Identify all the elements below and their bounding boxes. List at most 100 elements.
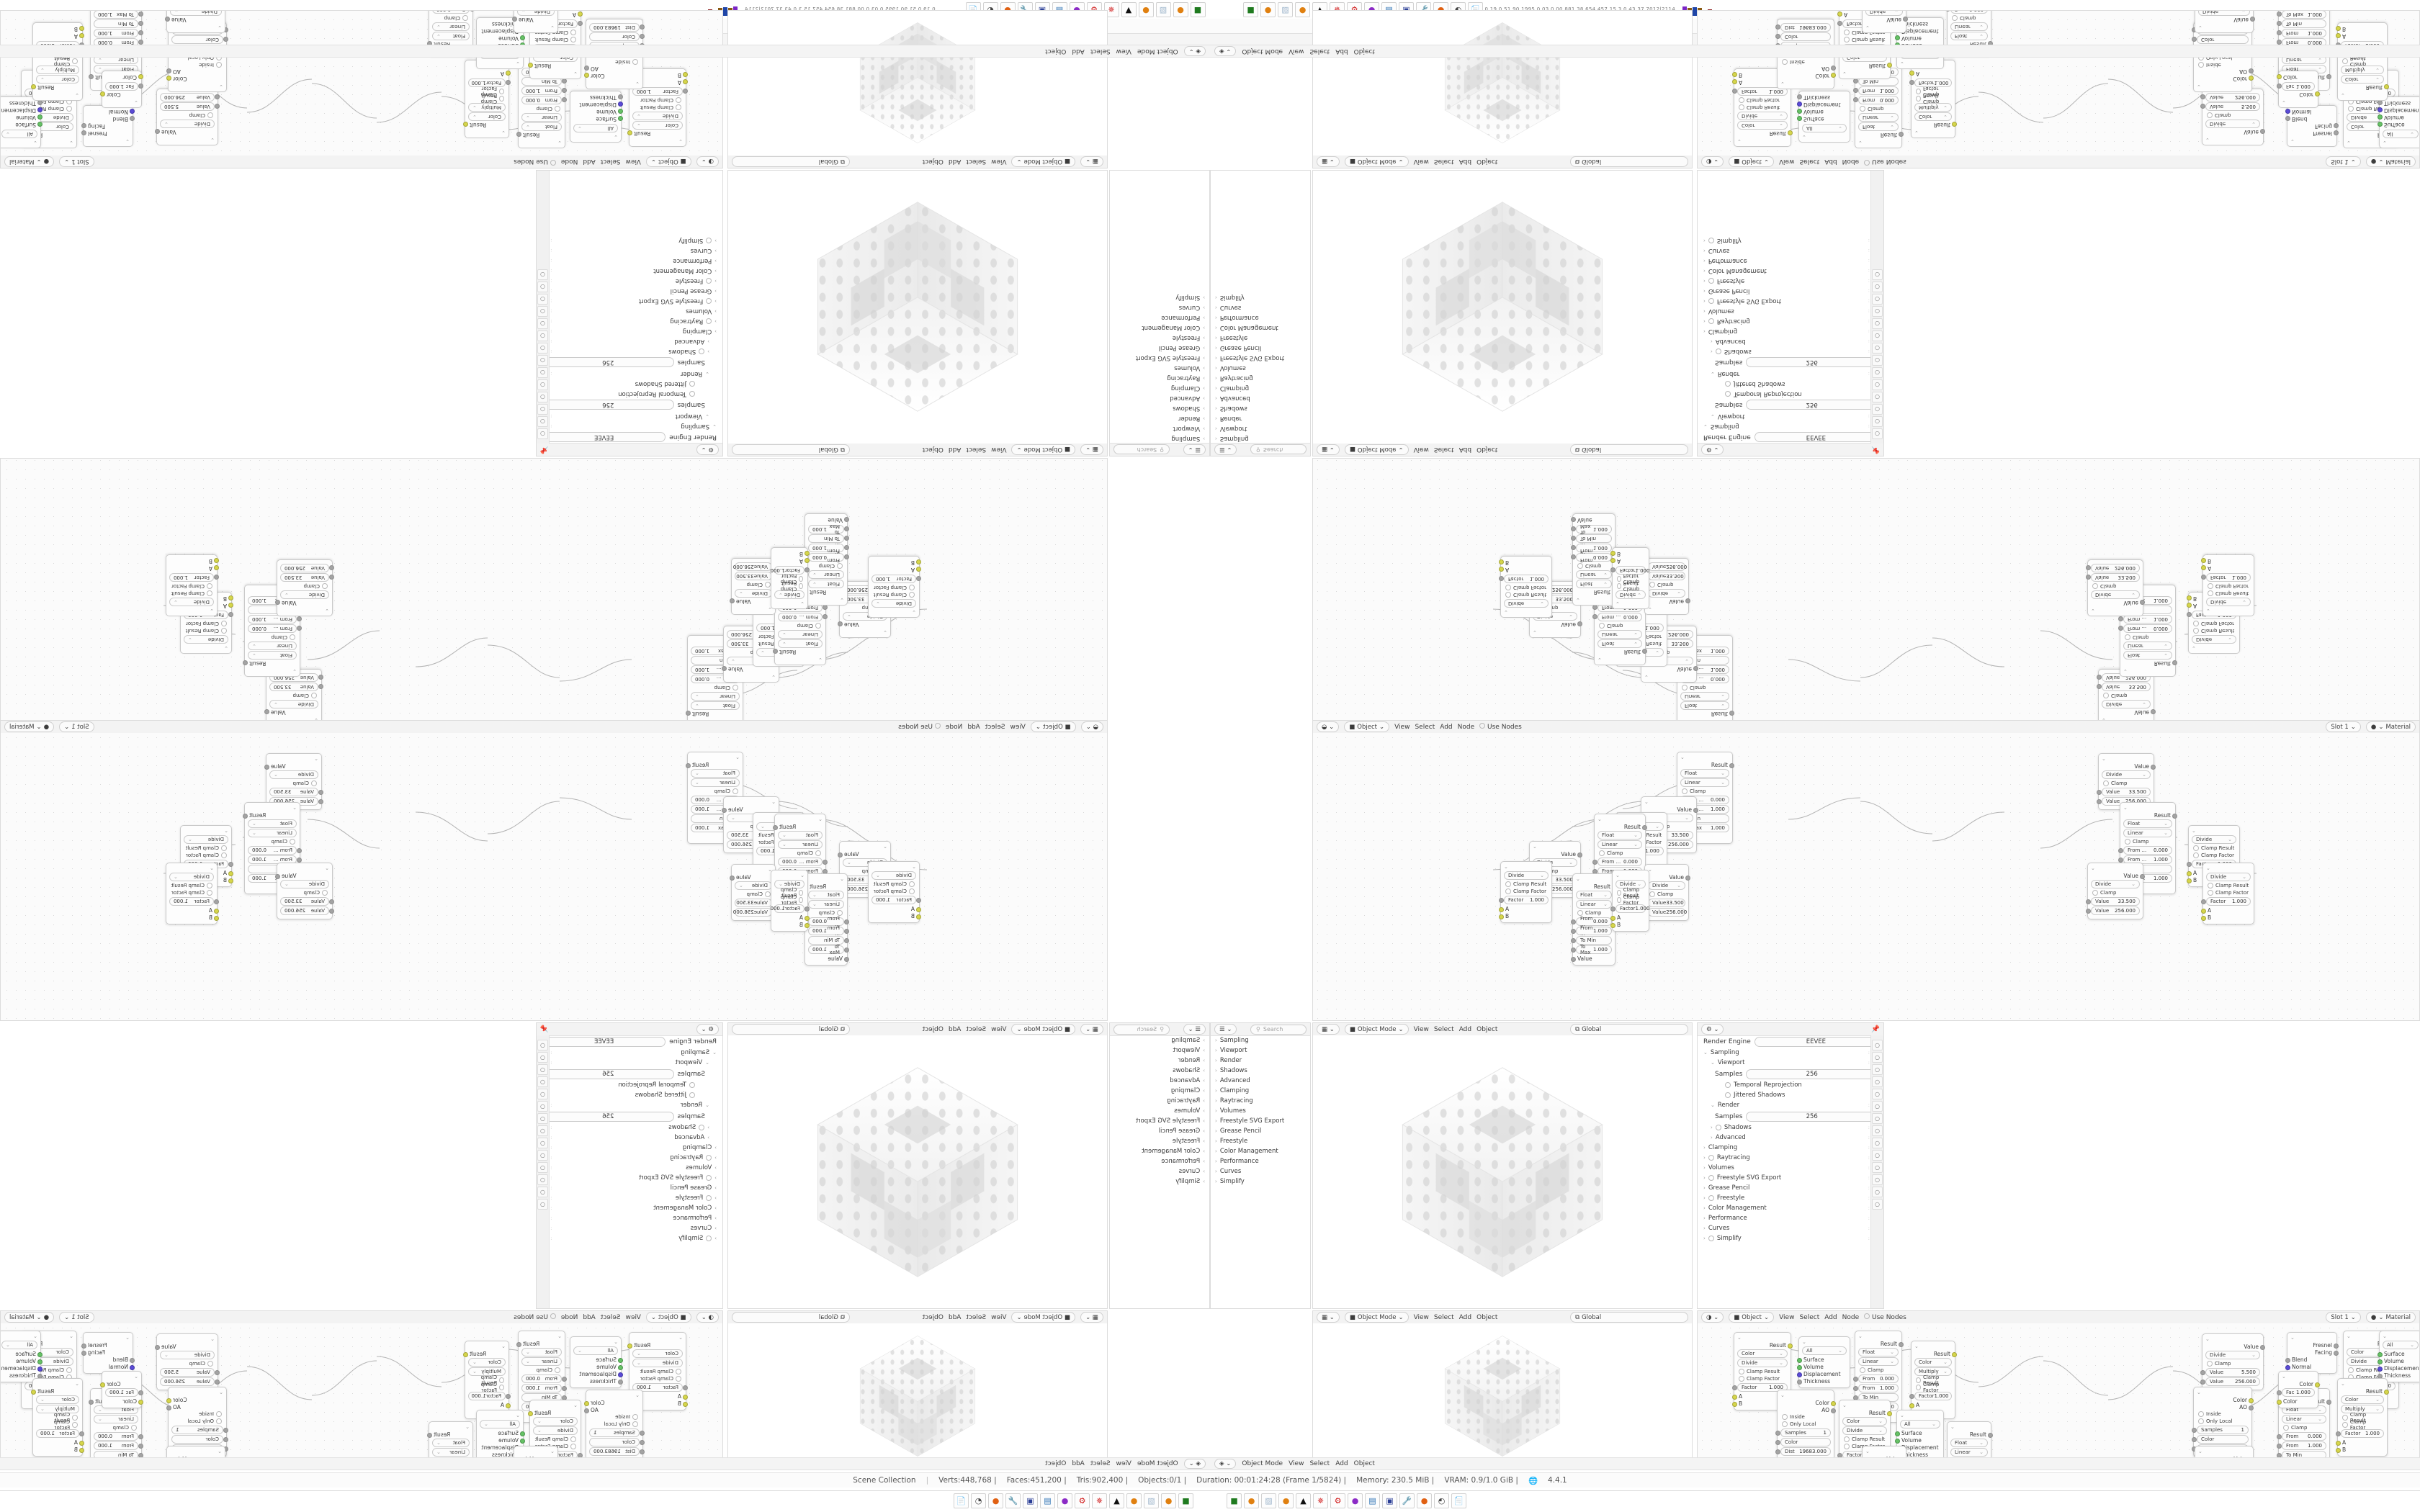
input-socket[interactable] [1732,89,1737,94]
output-socket[interactable] [275,873,280,879]
node-input-b[interactable]: B [2336,1446,2387,1453]
render-engine-row[interactable]: Render Engine EEVEE [1698,1035,1883,1048]
radio-icon[interactable] [2208,890,2213,896]
node-collapse-icon[interactable]: ⌄ [2123,805,2128,811]
viewport_3d-header[interactable]: ▦ ⌄ ■ Object Mode ⌄ View Select Add Object ⧉ Glob… [728,1023,1107,1036]
outliner-row[interactable]: › Viewport [1110,1045,1209,1056]
editor-type-icon[interactable]: ☰ ⌄ [1183,1024,1206,1035]
node-collapse-icon[interactable]: ⌄ [75,1381,79,1387]
node-value-field[interactable]: From 1.000 [94,1441,138,1450]
menu-select[interactable]: Select [966,446,987,454]
node-checkbox[interactable]: Clamp [429,14,472,22]
node-collapse-icon[interactable]: ⌄ [1842,1403,1847,1408]
node-input-surface[interactable]: Surface [1895,1429,1943,1436]
node-value-field[interactable]: Color [589,32,640,41]
menu-select[interactable]: Select [1433,1025,1454,1033]
world-icon[interactable]: ○ [1872,367,1883,378]
node-value-field[interactable]: Color [2197,35,2249,44]
red-gear-icon[interactable]: ⚙ [1330,1493,1345,1508]
properties-tab-strip[interactable]: ○ ○ ○ ○ ○ ○ ○ ○ ○ ○ ○ ○ ○ ○ [1870,1035,1883,1308]
outliner-row[interactable]: › Freestyle SVG Export [1110,353,1209,363]
radio-icon[interactable] [1860,106,1865,112]
radio-icon[interactable] [1649,582,1655,588]
radio-icon[interactable] [689,1092,695,1098]
chevron-right-icon[interactable]: › [714,278,717,284]
input-socket[interactable] [2187,595,2192,601]
output-socket[interactable] [838,621,843,627]
node-value-field[interactable]: To Min [808,534,844,543]
outliner-row[interactable]: › Curves [1110,1166,1209,1176]
node-dropdown[interactable]: Color⌄ [1737,121,1788,130]
outliner-row[interactable]: › Clamping [1110,383,1209,393]
render-samples-field[interactable]: 256 [542,1111,674,1122]
output-socket[interactable] [838,852,843,858]
node-dropdown[interactable]: Divide⌄ [2206,873,2251,881]
output-socket[interactable] [773,824,778,830]
input-socket[interactable] [1571,536,1576,541]
node-collapse-icon[interactable]: ⌄ [635,1392,640,1398]
node-collapse-icon[interactable]: ⌄ [771,674,776,680]
chevron-right-icon[interactable]: › [714,1175,717,1181]
node-collapse-icon[interactable]: ⌄ [134,99,138,105]
editor-type-icon[interactable]: ◑ ⌄ [1701,156,1724,167]
properties-section-clamping[interactable]: ›Clamping:::: [537,1143,722,1153]
input-socket[interactable] [1797,116,1802,122]
radio-icon[interactable] [689,381,695,387]
node-dropdown[interactable]: Float ⌄ [1576,580,1612,588]
node-dropdown[interactable]: Float ⌄ [521,122,562,131]
node-collapse-icon[interactable]: ⌄ [325,865,329,871]
chevron-right-icon[interactable]: › [1215,355,1217,361]
node-input-a[interactable]: A [2187,869,2239,876]
node-output-value[interactable]: Value [165,17,225,24]
chevron-right-icon[interactable]: › [1203,345,1205,351]
material-datablock[interactable]: ● ⌄Material [4,156,55,167]
node-checkbox[interactable]: Clamp Result [629,1368,686,1375]
viewport_3d-header[interactable]: ▦ ⌄ ■ Object Mode ⌄ View Select Add Object ⧉ Glob… [728,443,1107,456]
mode-selector[interactable]: ■ Object Mode ⌄ [1011,156,1076,167]
radio-icon[interactable] [2198,1418,2204,1424]
chevron-right-icon[interactable]: › [1203,1058,1205,1063]
node-checkbox[interactable]: Clamp Factor [1613,894,1649,906]
properties-editor[interactable]: ⚙ ⌄📌Render EngineEEVEE⌄Sampling::::⌄View… [1697,1022,1884,1309]
editor-type-icon[interactable]: ◈ ⌄ [1183,1458,1206,1470]
node-input-volume[interactable]: Volume [1895,1436,1943,1444]
properties-section-raytracing[interactable]: ›Raytracing:::: [537,316,722,326]
node-input-b[interactable]: B [1610,551,1649,558]
radio-icon[interactable] [570,37,576,42]
viewport-3d-lower[interactable]: ▦ ⌄ ■ Object Mode ⌄ View Select Add Object ⧉ Glob… [727,10,1108,168]
node-input-color[interactable]: Color [2277,1398,2318,1405]
pin-icon[interactable]: 📌 [1871,446,1880,454]
chevron-right-icon[interactable]: › [714,1236,717,1241]
outliner-row[interactable]: › Grease Pencil [1110,343,1209,353]
node-dropdown[interactable]: Float ⌄ [1597,831,1642,840]
outliner-row[interactable]: › Advanced [1110,1076,1209,1086]
input-socket[interactable] [2097,799,2102,804]
radio-icon[interactable] [2103,693,2109,698]
node-input-volume[interactable]: Volume [570,1363,623,1370]
properties-section-viewport[interactable]: ⌄Viewport:::: [537,411,722,421]
node-input-surface[interactable]: Surface [1797,116,1850,123]
properties-section-grease-pencil[interactable]: ›Grease Pencil:::: [1698,286,1883,296]
node-collapse-icon[interactable]: ⌄ [557,1333,562,1339]
chevron-down-icon[interactable]: ⌄ [1711,1102,1715,1108]
input-socket[interactable] [1775,1440,1780,1445]
node-value-field[interactable]: Color [171,35,223,44]
output-socket[interactable] [1685,875,1690,881]
node-dropdown[interactable]: All⌄ [573,1346,618,1355]
node-output-color[interactable]: Color [166,1396,226,1403]
output-socket[interactable] [627,130,632,136]
radio-icon[interactable] [2198,62,2204,68]
input-socket[interactable] [138,1390,143,1395]
input-socket[interactable] [2378,100,2383,106]
input-socket[interactable] [520,1431,525,1436]
node-collapse-icon[interactable]: ⌄ [2383,1333,2387,1339]
node-collapse-icon[interactable]: ⌄ [1737,138,1742,144]
input-socket[interactable] [2187,862,2192,867]
